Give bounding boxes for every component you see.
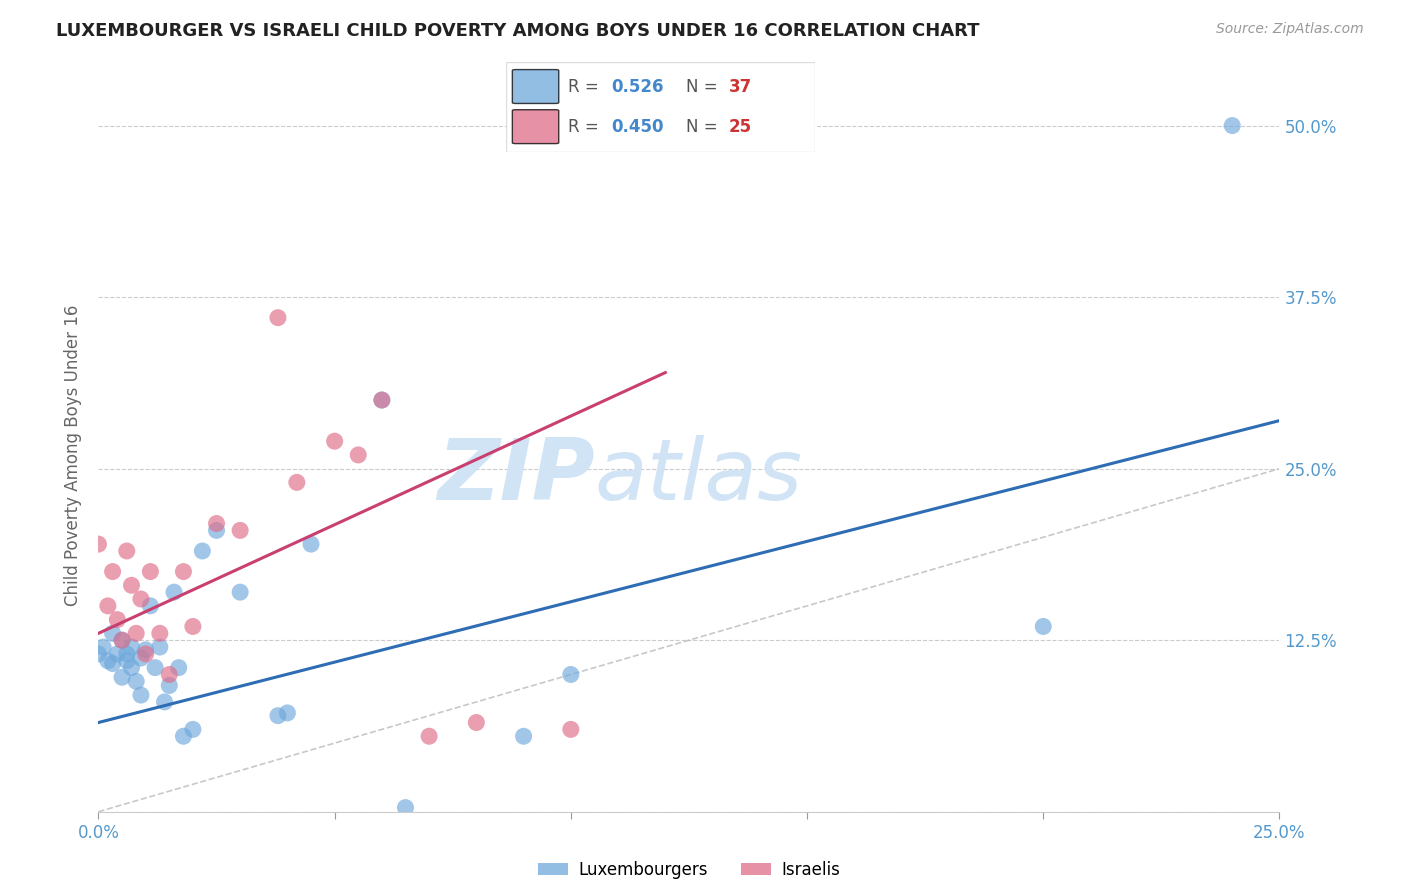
Point	[129, 651, 152, 665]
Point	[229, 585, 252, 599]
Point	[143, 660, 166, 674]
Point	[135, 642, 157, 657]
Point	[371, 392, 394, 407]
Point	[157, 667, 180, 681]
Point	[371, 392, 394, 407]
Point	[229, 524, 252, 538]
Text: 25: 25	[728, 118, 752, 136]
Point	[172, 565, 194, 579]
FancyBboxPatch shape	[512, 110, 558, 144]
Point	[121, 660, 143, 674]
Point	[111, 633, 134, 648]
Point	[125, 626, 148, 640]
Point	[205, 516, 228, 531]
Point	[87, 647, 110, 661]
Text: R =: R =	[568, 78, 605, 95]
Point	[191, 544, 214, 558]
Point	[418, 729, 440, 743]
Y-axis label: Child Poverty Among Boys Under 16: Child Poverty Among Boys Under 16	[65, 304, 83, 606]
Point	[1032, 619, 1054, 633]
Point	[163, 585, 186, 599]
Point	[285, 475, 308, 490]
Point	[87, 537, 110, 551]
Point	[267, 310, 290, 325]
Text: N =: N =	[686, 78, 723, 95]
Point	[139, 565, 162, 579]
Point	[172, 729, 194, 743]
Point	[267, 708, 290, 723]
Point	[276, 706, 298, 720]
Point	[465, 715, 488, 730]
Point	[181, 619, 204, 633]
Point	[512, 729, 534, 743]
Text: 37: 37	[728, 78, 752, 95]
Point	[129, 592, 152, 607]
Point	[121, 640, 143, 654]
Text: LUXEMBOURGER VS ISRAELI CHILD POVERTY AMONG BOYS UNDER 16 CORRELATION CHART: LUXEMBOURGER VS ISRAELI CHILD POVERTY AM…	[56, 22, 980, 40]
FancyBboxPatch shape	[506, 62, 815, 152]
Text: atlas: atlas	[595, 434, 803, 518]
Text: 0.450: 0.450	[612, 118, 664, 136]
Point	[394, 800, 416, 814]
Point	[105, 613, 128, 627]
Point	[115, 544, 138, 558]
Point	[347, 448, 370, 462]
Point	[1220, 119, 1243, 133]
Text: N =: N =	[686, 118, 723, 136]
Point	[299, 537, 322, 551]
Point	[135, 647, 157, 661]
Text: 0.526: 0.526	[612, 78, 664, 95]
Point	[97, 654, 120, 668]
Point	[91, 640, 114, 654]
Point	[167, 660, 190, 674]
Point	[115, 647, 138, 661]
Point	[115, 654, 138, 668]
Text: R =: R =	[568, 118, 605, 136]
Point	[125, 674, 148, 689]
Point	[101, 657, 124, 671]
Point	[121, 578, 143, 592]
Point	[97, 599, 120, 613]
Point	[323, 434, 346, 449]
Point	[129, 688, 152, 702]
Point	[153, 695, 176, 709]
Point	[111, 633, 134, 648]
Point	[149, 640, 172, 654]
Point	[139, 599, 162, 613]
Point	[101, 626, 124, 640]
Point	[560, 667, 582, 681]
Point	[205, 524, 228, 538]
Legend: Luxembourgers, Israelis: Luxembourgers, Israelis	[531, 855, 846, 886]
Point	[111, 670, 134, 684]
Point	[181, 723, 204, 737]
Point	[560, 723, 582, 737]
Text: ZIP: ZIP	[437, 434, 595, 518]
FancyBboxPatch shape	[512, 70, 558, 103]
Point	[149, 626, 172, 640]
Text: Source: ZipAtlas.com: Source: ZipAtlas.com	[1216, 22, 1364, 37]
Point	[101, 565, 124, 579]
Point	[157, 678, 180, 692]
Point	[105, 647, 128, 661]
